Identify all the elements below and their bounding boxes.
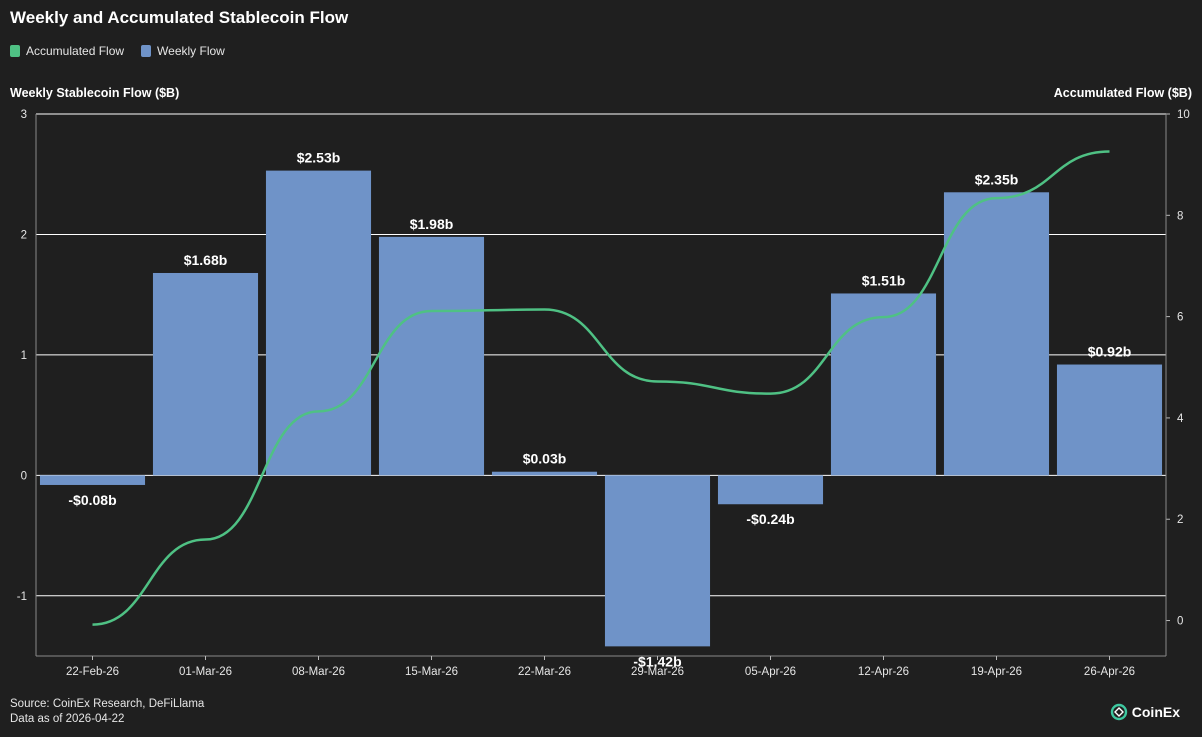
right-tick-label: 2: [1177, 514, 1183, 526]
weekly-swatch: [141, 45, 152, 57]
legend-label-weekly: Weekly Flow: [157, 44, 225, 58]
brand-logo: CoinEx: [1110, 703, 1180, 721]
legend-item-accumulated[interactable]: Accumulated Flow: [10, 44, 124, 58]
accumulated-flow-line: [92, 150, 1110, 626]
data-date-note: Data as of 2026-04-22: [10, 713, 125, 725]
bar-weekly-flow: [604, 475, 711, 647]
bar-data-label: $2.35b: [975, 171, 1019, 187]
bar-weekly-flow: [830, 293, 937, 476]
accumulated-swatch: [10, 45, 20, 57]
bar-data-label: $2.53b: [297, 150, 341, 166]
legend-item-weekly[interactable]: Weekly Flow: [141, 44, 225, 58]
bar-data-label: $0.92b: [1088, 344, 1132, 360]
bar-weekly-flow: [717, 475, 824, 505]
bar-weekly-flow: [1056, 364, 1163, 476]
x-tick-label: 26-Apr-26: [1084, 666, 1135, 678]
bar-data-label: $1.98b: [410, 216, 454, 232]
x-tick-label: 22-Feb-26: [66, 666, 119, 678]
footer: Source: CoinEx Research, DeFiLlama Data …: [10, 697, 204, 727]
bar-data-label: -$0.08b: [68, 492, 116, 508]
right-tick-label: 6: [1177, 312, 1183, 324]
bar-weekly-flow: [943, 192, 1050, 476]
bar-weekly-flow: [378, 236, 485, 476]
left-tick-label: 3: [21, 109, 27, 121]
bar-weekly-flow: [39, 475, 146, 485]
chart-title: Weekly and Accumulated Stablecoin Flow: [10, 8, 349, 27]
x-tick-label: 01-Mar-26: [179, 666, 232, 678]
right-tick-label: 0: [1177, 616, 1183, 628]
x-tick-label: 12-Apr-26: [858, 666, 909, 678]
bar-weekly-flow: [265, 170, 372, 476]
bar-data-label: $0.03b: [523, 451, 567, 467]
brand-name: CoinEx: [1131, 704, 1180, 720]
right-axis-title: Accumulated Flow ($B): [1053, 86, 1192, 100]
bar-weekly-flow: [491, 471, 598, 476]
x-tick-label: 22-Mar-26: [518, 666, 571, 678]
bar-data-label: $1.68b: [184, 252, 228, 268]
left-tick-label: 0: [21, 470, 27, 482]
bar-data-label: -$0.24b: [746, 511, 794, 527]
right-tick-label: 10: [1177, 109, 1190, 121]
bar-data-label: $1.51b: [862, 272, 906, 288]
x-tick-label: 19-Apr-26: [971, 666, 1022, 678]
right-tick-label: 8: [1177, 210, 1183, 222]
left-tick-label: -1: [17, 591, 27, 603]
left-axis-title: Weekly Stablecoin Flow ($B): [10, 86, 180, 100]
legend-label-accumulated: Accumulated Flow: [26, 44, 125, 58]
left-tick-label: 1: [21, 350, 27, 362]
source-note: Source: CoinEx Research, DeFiLlama: [10, 698, 205, 710]
left-tick-label: 2: [21, 229, 27, 241]
right-tick-label: 4: [1177, 413, 1184, 425]
bar-data-label: -$1.42b: [633, 653, 681, 669]
coinex-logo-icon: [1110, 703, 1127, 721]
bar-weekly-flow: [152, 272, 259, 476]
legend: Accumulated Flow Weekly Flow: [10, 44, 242, 58]
x-tick-label: 05-Apr-26: [745, 666, 796, 678]
x-tick-label: 08-Mar-26: [292, 666, 345, 678]
x-tick-label: 15-Mar-26: [405, 666, 458, 678]
x-tick-label: 29-Mar-26: [631, 666, 684, 678]
